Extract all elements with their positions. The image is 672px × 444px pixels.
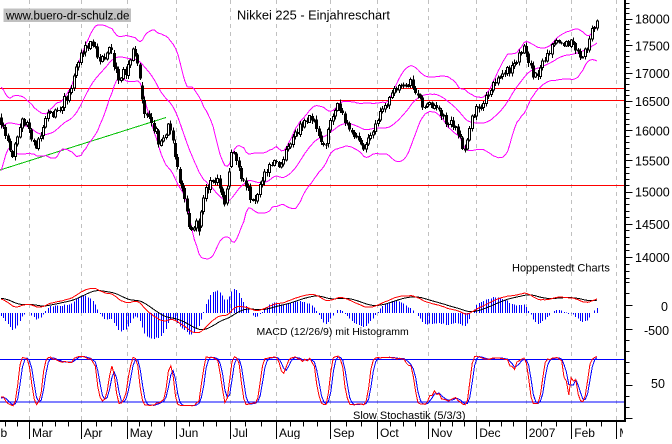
svg-text:www.buero-dr-schulz.de: www.buero-dr-schulz.de bbox=[5, 11, 129, 23]
svg-text:Aug: Aug bbox=[279, 426, 300, 439]
svg-text:14500: 14500 bbox=[635, 218, 670, 232]
svg-text:Dec: Dec bbox=[479, 426, 500, 439]
svg-text:15500: 15500 bbox=[635, 155, 670, 169]
svg-text:16500: 16500 bbox=[635, 95, 670, 109]
svg-text:Oct: Oct bbox=[380, 426, 399, 439]
svg-text:Nikkei 225 - Einjahreschart: Nikkei 225 - Einjahreschart bbox=[237, 7, 390, 22]
svg-text:15000: 15000 bbox=[635, 186, 670, 200]
svg-text:Sep: Sep bbox=[333, 426, 355, 439]
svg-text:17500: 17500 bbox=[635, 39, 670, 53]
svg-text:Mar: Mar bbox=[32, 426, 53, 439]
svg-text:17000: 17000 bbox=[635, 67, 670, 81]
svg-text:May: May bbox=[130, 426, 153, 439]
svg-text:Feb: Feb bbox=[574, 426, 595, 439]
svg-text:Mar: Mar bbox=[619, 426, 640, 439]
svg-text:Nov: Nov bbox=[431, 426, 452, 439]
svg-text:Apr: Apr bbox=[84, 426, 103, 439]
svg-text:16000: 16000 bbox=[635, 124, 670, 138]
svg-text:Jun: Jun bbox=[179, 426, 198, 439]
svg-text:18000: 18000 bbox=[635, 13, 670, 27]
svg-text:-500: -500 bbox=[644, 324, 669, 338]
svg-text:MACD (12/26/9) mit Histogramm: MACD (12/26/9) mit Histogramm bbox=[257, 326, 410, 338]
svg-text:50: 50 bbox=[651, 377, 665, 391]
svg-text:14000: 14000 bbox=[635, 251, 670, 265]
svg-text:Slow Stochastik (5/3/3): Slow Stochastik (5/3/3) bbox=[353, 410, 466, 422]
svg-text:Feb: Feb bbox=[0, 426, 8, 439]
svg-text:2007: 2007 bbox=[529, 426, 556, 439]
svg-text:Hoppenstedt Charts: Hoppenstedt Charts bbox=[512, 263, 610, 275]
svg-text:Jul: Jul bbox=[233, 426, 248, 439]
svg-text:0: 0 bbox=[661, 300, 668, 314]
